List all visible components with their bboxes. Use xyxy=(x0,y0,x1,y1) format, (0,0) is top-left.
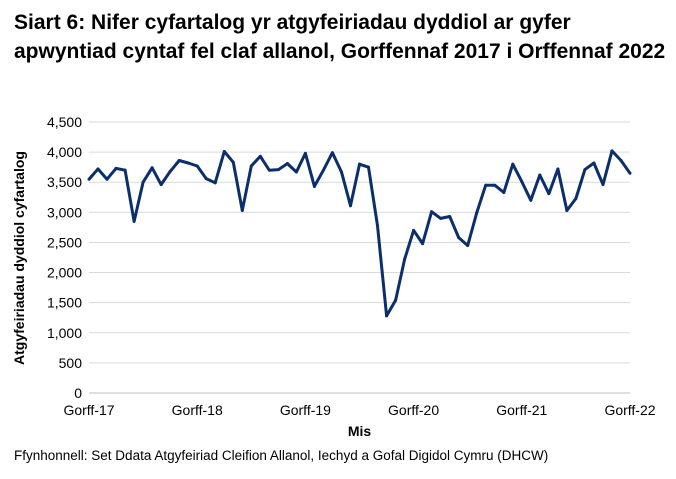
data-point xyxy=(105,177,109,181)
y-tick-label: 3,000 xyxy=(47,204,82,220)
data-point xyxy=(430,210,434,214)
data-point xyxy=(114,166,118,170)
data-point xyxy=(565,209,569,213)
x-tick-label: Gorff-21 xyxy=(496,402,547,418)
data-point xyxy=(502,190,506,194)
x-tick-label: Gorff-20 xyxy=(388,402,439,418)
x-tick-label: Gorff-22 xyxy=(604,402,655,418)
data-point xyxy=(204,177,208,181)
y-tick-label: 1,500 xyxy=(47,295,82,311)
data-point xyxy=(367,165,371,169)
data-point xyxy=(520,180,524,184)
data-point xyxy=(556,167,560,171)
data-point xyxy=(330,151,334,155)
data-point xyxy=(141,180,145,184)
data-point xyxy=(240,209,244,213)
data-point xyxy=(87,177,91,181)
data-point xyxy=(258,154,262,158)
data-point xyxy=(538,173,542,177)
data-point xyxy=(610,149,614,153)
y-tick-label: 4,500 xyxy=(47,114,82,130)
data-point xyxy=(321,168,325,172)
x-axis-title: Mis xyxy=(348,423,372,439)
y-axis-title: Atgyfeiriadau dyddiol cyfartalog xyxy=(11,151,27,365)
data-point xyxy=(574,196,578,200)
chart-title: Siart 6: Nifer cyfartalog yr atgyfeiriad… xyxy=(14,11,666,63)
data-point xyxy=(339,170,343,174)
data-point xyxy=(529,198,533,202)
data-point xyxy=(123,168,127,172)
data-point xyxy=(583,168,587,172)
data-point xyxy=(466,243,470,247)
data-point xyxy=(403,257,407,261)
data-point xyxy=(276,168,280,172)
y-tick-label: 2,000 xyxy=(47,265,82,281)
data-point xyxy=(385,314,389,318)
data-point xyxy=(493,183,497,187)
data-point xyxy=(484,183,488,187)
data-point xyxy=(312,184,316,188)
data-point xyxy=(358,162,361,166)
data-point xyxy=(439,216,443,220)
data-point xyxy=(628,171,632,175)
x-tick-label: Gorff-19 xyxy=(280,402,331,418)
data-point xyxy=(177,159,181,163)
data-point xyxy=(222,150,226,154)
x-tick-label: Gorff-17 xyxy=(63,402,114,418)
data-point xyxy=(601,183,605,187)
data-point xyxy=(213,181,217,185)
data-point xyxy=(294,170,298,174)
data-point xyxy=(168,169,172,173)
y-tick-label: 1,000 xyxy=(47,325,82,341)
data-point xyxy=(376,224,380,228)
data-point xyxy=(348,204,352,208)
data-point xyxy=(150,166,154,170)
y-tick-label: 0 xyxy=(74,385,82,401)
data-point xyxy=(394,298,398,302)
data-point xyxy=(475,211,479,215)
data-point xyxy=(592,161,596,165)
source-note: Ffynhonnell: Set Ddata Atgyfeiriad Cleif… xyxy=(14,448,549,463)
data-point xyxy=(96,167,100,171)
data-point xyxy=(619,159,623,163)
data-point xyxy=(547,192,551,196)
data-point xyxy=(303,151,307,155)
data-point xyxy=(132,219,136,223)
data-point xyxy=(448,215,452,219)
data-point xyxy=(511,162,515,166)
data-point xyxy=(231,160,235,164)
data-point xyxy=(285,162,289,166)
data-point xyxy=(421,242,425,246)
data-line xyxy=(87,149,632,318)
data-point xyxy=(195,164,199,168)
data-point xyxy=(186,161,190,165)
y-tick-label: 3,500 xyxy=(47,174,82,190)
y-tick-label: 4,000 xyxy=(47,144,82,160)
data-point xyxy=(267,168,271,172)
y-tick-label: 2,500 xyxy=(47,234,82,250)
data-point xyxy=(457,236,461,240)
data-point xyxy=(159,183,163,187)
x-tick-label: Gorff-18 xyxy=(172,402,223,418)
data-point xyxy=(249,164,253,168)
y-tick-label: 500 xyxy=(59,355,83,371)
data-point xyxy=(412,228,416,232)
